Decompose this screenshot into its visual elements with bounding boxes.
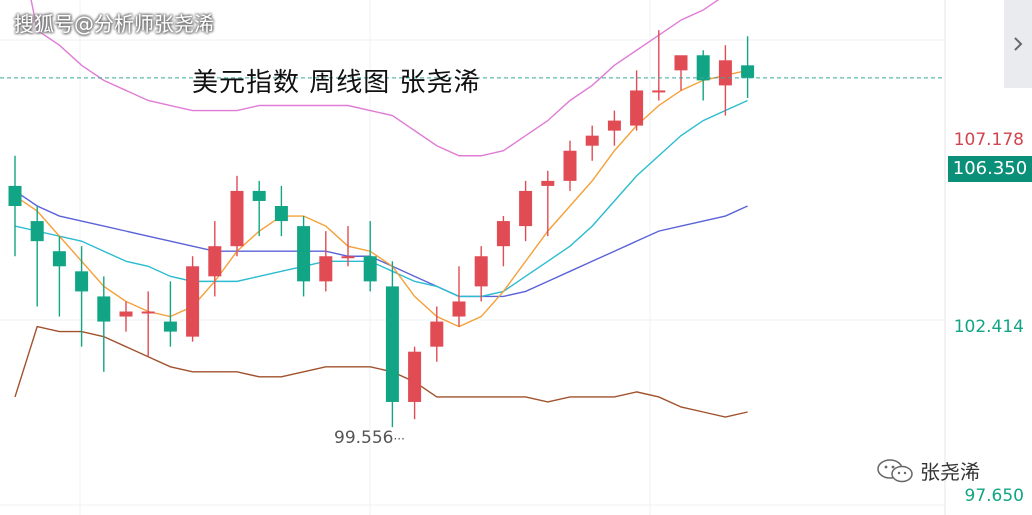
ma-short-line	[14, 69, 748, 328]
candle	[696, 50, 710, 101]
candle-body	[408, 351, 422, 402]
chevron-right-icon	[1014, 37, 1023, 51]
candle	[718, 45, 732, 116]
candle	[652, 30, 666, 101]
candle-body	[163, 321, 177, 332]
boll-lower-line	[14, 325, 748, 418]
candle-body	[452, 301, 466, 317]
candle	[607, 110, 621, 146]
candle-body	[141, 311, 155, 314]
candle	[585, 125, 599, 161]
candle	[52, 236, 66, 317]
candle-body	[541, 180, 555, 186]
candle	[119, 301, 133, 332]
mid-price-label: 102.414	[953, 317, 1024, 337]
candle-body	[252, 190, 266, 201]
chart-title: 美元指数 周线图 张尧浠	[192, 68, 481, 98]
candle-body	[341, 256, 355, 259]
candle-body	[630, 90, 644, 126]
candle-body	[186, 266, 200, 337]
candle	[97, 276, 111, 372]
candle-body	[30, 221, 44, 242]
candle	[230, 175, 244, 257]
candle	[496, 216, 510, 267]
candle-body	[652, 90, 666, 93]
candle-body	[75, 271, 89, 292]
candles	[8, 30, 755, 428]
candle	[430, 306, 444, 362]
candle-body	[718, 60, 732, 86]
sohu-watermark: 搜狐号@分析师张尧浠	[14, 12, 214, 36]
candle-body	[430, 321, 444, 347]
candle-body	[208, 246, 222, 277]
candle	[519, 180, 533, 242]
candle	[30, 206, 44, 307]
candle	[141, 291, 155, 357]
candle-body	[519, 190, 533, 227]
candle	[541, 170, 555, 237]
candle	[741, 36, 755, 98]
candle-body	[674, 55, 688, 71]
candle	[297, 216, 311, 297]
candle-body	[97, 296, 111, 322]
candle-body	[741, 65, 755, 78]
candle-body	[52, 251, 66, 267]
low-annotation: 99.556···	[334, 428, 405, 448]
wechat-icon	[877, 458, 913, 482]
candle	[385, 261, 399, 428]
candle	[630, 70, 644, 131]
wechat-watermark: 张尧浠	[876, 456, 980, 485]
candle	[186, 256, 200, 342]
candle-body	[274, 206, 288, 222]
candle-body	[230, 190, 244, 247]
candle	[452, 266, 466, 327]
candle-body	[607, 120, 621, 131]
boll-upper-line	[30, 0, 720, 157]
candle	[274, 185, 288, 237]
candle	[563, 140, 577, 191]
candle-body	[696, 55, 710, 81]
candle-body	[119, 311, 133, 317]
bollinger-bands	[14, 0, 748, 418]
candle	[319, 231, 333, 292]
candle	[8, 155, 22, 257]
candle	[363, 221, 377, 292]
candle	[408, 346, 422, 420]
candle-body	[496, 221, 510, 247]
candle-body	[319, 256, 333, 282]
moving-averages	[14, 69, 748, 328]
candle	[208, 221, 222, 297]
current-price-tag: 106.350	[948, 156, 1032, 182]
candle	[341, 226, 355, 267]
candle-body	[474, 256, 488, 287]
candle-body	[385, 286, 399, 402]
candle	[75, 246, 89, 347]
candle-body	[363, 256, 377, 282]
high-price-label: 107.178	[953, 130, 1024, 150]
candle-body	[585, 135, 599, 146]
ma-long-line	[14, 190, 748, 298]
candle	[163, 281, 177, 347]
candle-body	[563, 150, 577, 181]
candle-body	[297, 226, 311, 282]
ma-mid-line	[14, 99, 748, 298]
collapse-panel-button[interactable]	[1004, 0, 1032, 88]
candle	[474, 246, 488, 302]
candle-body	[8, 185, 22, 206]
candle	[674, 55, 688, 91]
candle	[252, 180, 266, 237]
low-price-label: 97.650	[964, 486, 1024, 506]
